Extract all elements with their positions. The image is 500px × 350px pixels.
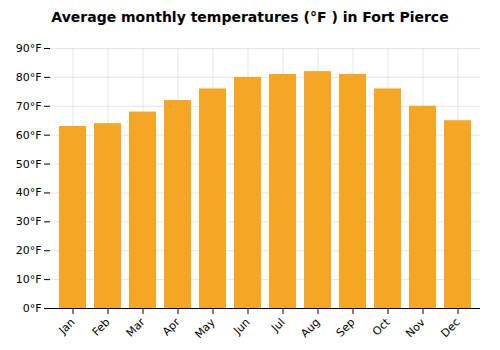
svg-text:0°F: 0°F bbox=[23, 302, 42, 315]
svg-text:Nov: Nov bbox=[403, 315, 428, 340]
svg-text:Jun: Jun bbox=[231, 316, 253, 338]
svg-text:80°F: 80°F bbox=[16, 71, 42, 84]
svg-text:Mar: Mar bbox=[124, 315, 148, 339]
svg-text:May: May bbox=[192, 315, 218, 341]
svg-text:20°F: 20°F bbox=[16, 244, 42, 257]
svg-text:Dec: Dec bbox=[438, 316, 462, 340]
svg-text:Jan: Jan bbox=[56, 316, 78, 338]
svg-text:Aug: Aug bbox=[298, 316, 322, 340]
html-text:Average monthly temperatures (: Average monthly temperatures (°F ) in Fo… bbox=[51, 9, 449, 25]
svg-text:Oct: Oct bbox=[370, 315, 393, 338]
svg-text:50°F: 50°F bbox=[16, 158, 42, 171]
svg-text:Jul: Jul bbox=[268, 316, 287, 335]
svg-text:90°F: 90°F bbox=[16, 42, 42, 55]
svg-text:30°F: 30°F bbox=[16, 215, 42, 228]
svg-text:40°F: 40°F bbox=[16, 186, 42, 199]
svg-text:60°F: 60°F bbox=[16, 129, 42, 142]
svg-text:70°F: 70°F bbox=[16, 100, 42, 113]
svg-text:Feb: Feb bbox=[90, 316, 113, 339]
svg-text:Sep: Sep bbox=[334, 316, 358, 340]
svg-text:Apr: Apr bbox=[160, 315, 183, 338]
svg-text:10°F: 10°F bbox=[16, 273, 42, 286]
